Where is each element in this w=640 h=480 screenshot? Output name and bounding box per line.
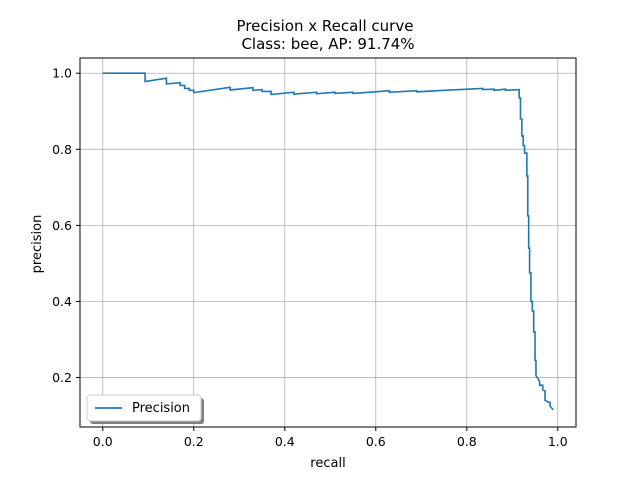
x-tick-label: 0.6 <box>366 434 386 449</box>
x-axis-label: recall <box>310 456 345 471</box>
x-tick-label: 0.2 <box>184 434 204 449</box>
chart-subtitle: Class: bee, AP: 91.74% <box>241 35 414 53</box>
y-axis-label: precision <box>30 215 45 274</box>
y-tick-label: 0.4 <box>52 294 72 309</box>
grid <box>80 58 576 427</box>
x-tick-label: 0.8 <box>457 434 477 449</box>
y-tick-label: 0.6 <box>52 218 72 233</box>
x-axis: 0.0 0.2 0.4 0.6 0.8 1.0 <box>93 427 568 449</box>
chart-title: Precision x Recall curve <box>237 17 414 35</box>
y-axis: 0.2 0.4 0.6 0.8 1.0 <box>52 66 80 385</box>
y-tick-label: 0.2 <box>52 370 72 385</box>
plot-area <box>102 72 554 411</box>
y-tick-label: 1.0 <box>52 66 72 81</box>
legend-box <box>86 394 202 422</box>
x-tick-label: 1.0 <box>548 434 568 449</box>
series-line-precision <box>102 72 554 411</box>
y-tick-label: 0.8 <box>52 142 72 157</box>
axes-frame <box>79 57 577 428</box>
x-tick-label: 0.0 <box>93 434 113 449</box>
legend: Precision <box>86 394 204 424</box>
x-tick-label: 0.4 <box>275 434 295 449</box>
legend-label-precision: Precision <box>132 401 190 416</box>
